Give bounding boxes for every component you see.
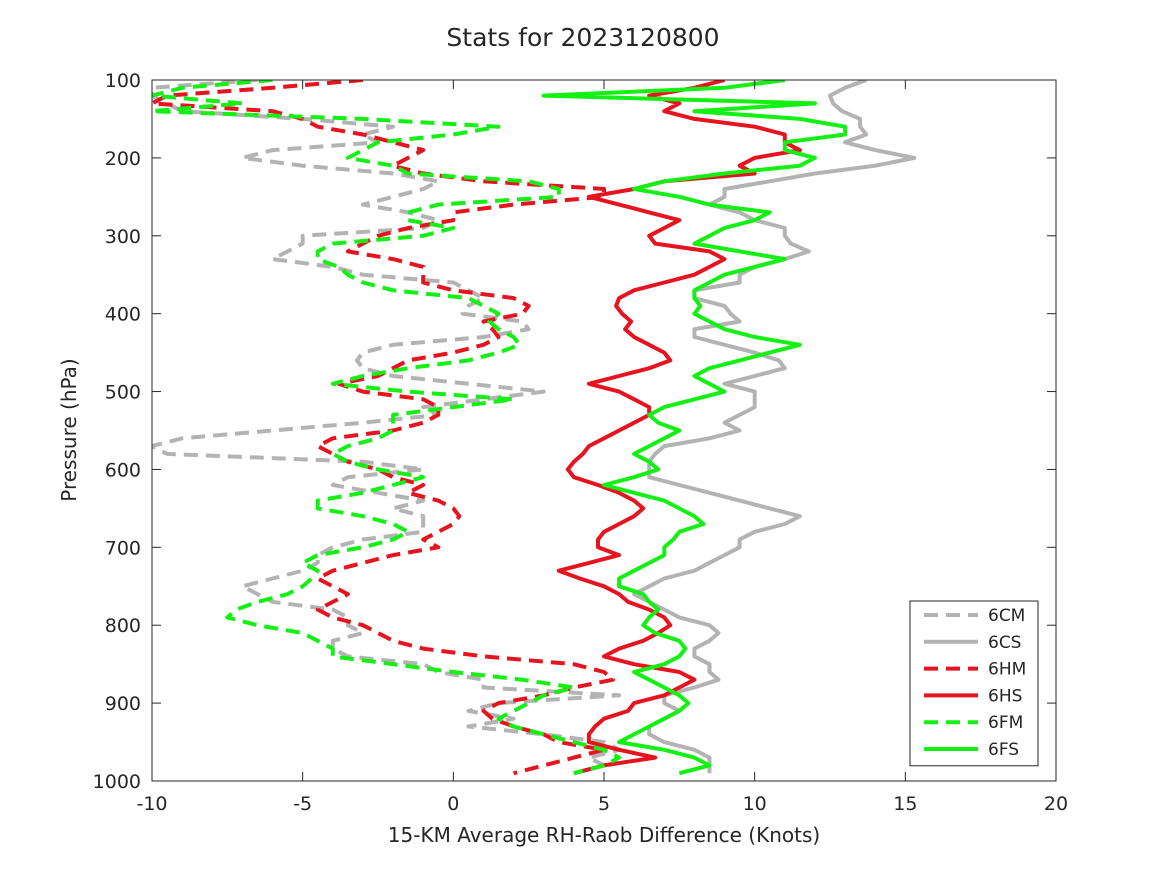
legend-label-6cm: 6CM xyxy=(988,606,1025,626)
x-tick-label: 20 xyxy=(1044,793,1068,815)
y-tick-label: 300 xyxy=(105,226,141,248)
legend-label-6hs: 6HS xyxy=(988,686,1022,706)
series-line-6cs xyxy=(632,80,917,774)
chart-title: Stats for 2023120800 xyxy=(446,23,719,52)
legend-label-6fs: 6FS xyxy=(988,740,1019,760)
y-tick-label: 700 xyxy=(105,537,141,559)
legend-label-6hm: 6HM xyxy=(988,660,1026,680)
x-tick-label: -10 xyxy=(136,793,167,815)
series-line-6fs xyxy=(541,80,848,776)
x-tick-label: 5 xyxy=(598,793,610,815)
series-line-6fm xyxy=(152,80,622,776)
y-tick-label: 100 xyxy=(105,70,141,92)
y-tick-label: 200 xyxy=(105,148,141,170)
series-layer xyxy=(152,80,917,776)
axis-ticks: -10 -5 0 5 10 15 20 100 200 300 400 500 600 700 800 900… xyxy=(93,70,1068,815)
y-tick-label: 400 xyxy=(105,304,141,326)
y-tick-label: 800 xyxy=(105,615,141,637)
x-tick-label: 10 xyxy=(743,793,767,815)
legend-label-6cs: 6CS xyxy=(988,633,1021,653)
series-line-6cm xyxy=(152,80,622,776)
legend: 6CM 6CS 6HM 6HS 6FM 6FS xyxy=(909,600,1039,767)
x-tick-label: 0 xyxy=(447,793,459,815)
x-tick-label: 15 xyxy=(893,793,917,815)
y-tick-label: 900 xyxy=(105,693,141,715)
y-tick-label: 600 xyxy=(105,459,141,481)
legend-box xyxy=(909,600,1039,767)
legend-label-6fm: 6FM xyxy=(988,713,1023,733)
x-axis-label: 15-KM Average RH-Raob Difference (Knots) xyxy=(388,823,820,847)
y-axis-label: Pressure (hPa) xyxy=(57,358,81,501)
y-tick-label: 1000 xyxy=(93,771,141,793)
series-line-6hm xyxy=(152,80,615,776)
x-tick-label: -5 xyxy=(293,793,312,815)
series-line-6hs xyxy=(556,80,802,776)
y-tick-label: 500 xyxy=(105,382,141,404)
